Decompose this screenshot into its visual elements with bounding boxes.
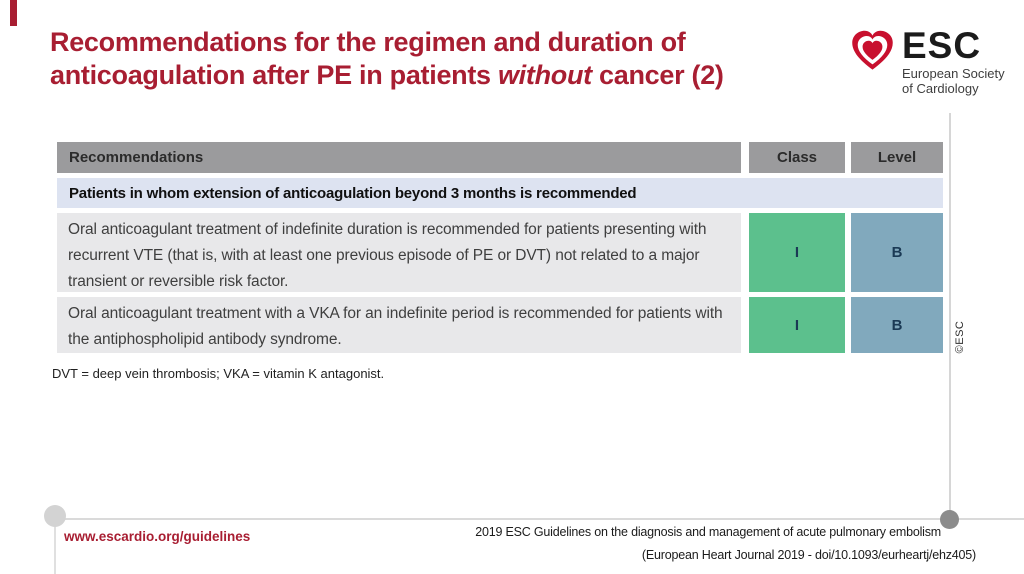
slide-title: Recommendations for the regimen and dura…: [50, 26, 850, 92]
footnote: DVT = deep vein thrombosis; VKA = vitami…: [52, 366, 385, 381]
class-badge: I: [749, 297, 845, 353]
footer-horizontal-rule: [55, 518, 1024, 520]
table-header-row: Recommendations Class Level: [57, 142, 943, 173]
recommendations-table: Recommendations Class Level Patients in …: [57, 142, 943, 358]
footer-reference-line2: (European Heart Journal 2019 - doi/10.10…: [641, 548, 976, 562]
logo-subtitle: European Society of Cardiology: [902, 66, 1005, 96]
recommendation-text: Oral anticoagulant treatment with a VKA …: [57, 297, 741, 353]
header-recommendations-label: Recommendations: [69, 149, 204, 166]
accent-bar: [10, 0, 17, 26]
footer-left-dot: [44, 505, 66, 527]
heart-icon: [852, 30, 893, 70]
logo-acronym: ESC: [902, 25, 982, 66]
title-line2-pre: anticoagulation after PE in patients: [50, 60, 498, 90]
level-badge: B: [851, 297, 943, 353]
header-level: Level: [851, 142, 943, 173]
footer-right-dot: [940, 510, 959, 529]
footer-reference: 2019 ESC Guidelines on the diagnosis and…: [475, 521, 976, 567]
footer-left-vertical-rule: [54, 519, 56, 574]
header-recommendations: Recommendations: [57, 142, 741, 173]
footer-reference-line1: 2019 ESC Guidelines on the diagnosis and…: [475, 525, 941, 539]
title-line1: Recommendations for the regimen and dura…: [50, 27, 686, 57]
logo-subtitle-line2: of Cardiology: [902, 81, 979, 96]
table-row: Oral anticoagulant treatment of indefini…: [57, 213, 943, 292]
table-row: Oral anticoagulant treatment with a VKA …: [57, 297, 943, 353]
logo-subtitle-line1: European Society: [902, 66, 1005, 81]
section-header-row: Patients in whom extension of anticoagul…: [57, 178, 943, 208]
title-line2-italic: without: [497, 60, 592, 90]
class-badge: I: [749, 213, 845, 292]
esc-logo: ESC European Society of Cardiology: [850, 27, 1005, 96]
header-class: Class: [749, 142, 845, 173]
section-header: Patients in whom extension of anticoagul…: [57, 178, 943, 208]
title-line2-post: cancer (2): [591, 60, 724, 90]
header-level-label: Level: [877, 149, 917, 166]
logo-text: ESC European Society of Cardiology: [902, 25, 1005, 97]
recommendation-text: Oral anticoagulant treatment of indefini…: [57, 213, 741, 292]
level-badge: B: [851, 213, 943, 292]
header-class-label: Class: [776, 149, 818, 166]
right-vertical-rule: [949, 113, 951, 519]
escardio-guidelines-link[interactable]: www.escardio.org/guidelines: [64, 529, 251, 544]
copyright-esc: ©ESC: [954, 320, 966, 354]
